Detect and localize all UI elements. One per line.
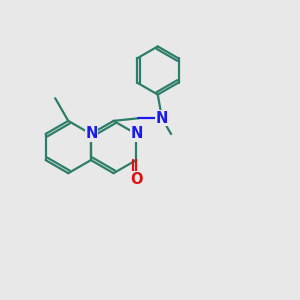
Text: N: N bbox=[130, 127, 143, 142]
Text: N: N bbox=[156, 111, 168, 126]
Text: N: N bbox=[85, 127, 98, 142]
Text: O: O bbox=[130, 172, 142, 187]
